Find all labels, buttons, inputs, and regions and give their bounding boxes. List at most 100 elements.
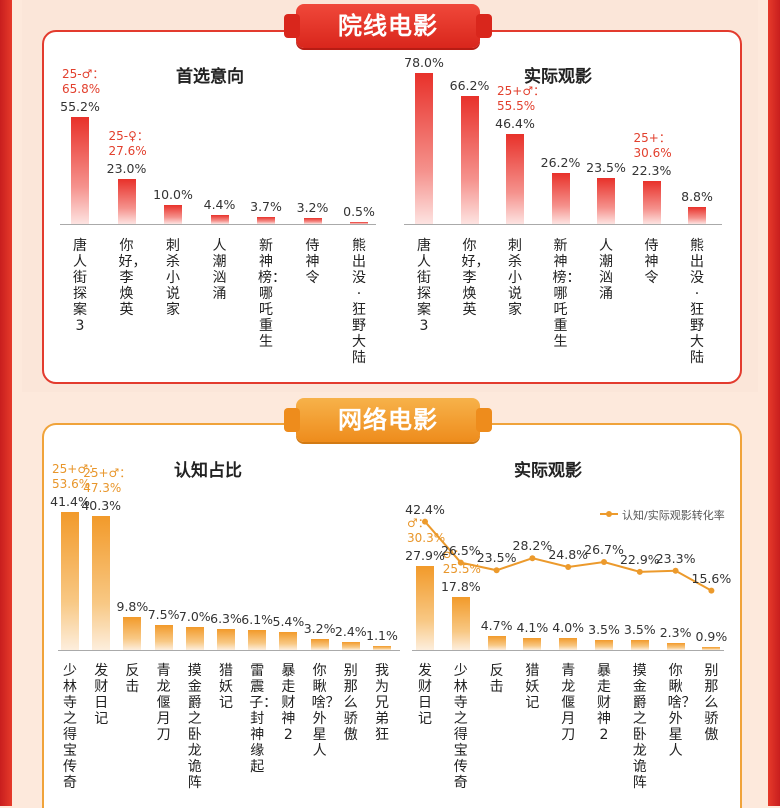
section-title: 网络电影 [338, 406, 438, 434]
line-point [422, 518, 428, 525]
data-label: 3.5% [623, 621, 656, 637]
category-label: 唐人街探案3 [73, 238, 87, 334]
data-label: 3.5% [588, 621, 620, 637]
data-label: 10.0% [153, 186, 193, 202]
line-point [493, 567, 500, 574]
category-label: 发财日记 [94, 663, 109, 727]
category-label: 刺杀小说家 [508, 238, 522, 318]
online-panel [42, 423, 742, 808]
category-label: 青龙偃月刀 [561, 663, 576, 743]
annotation-line: 25+♂： [83, 465, 132, 480]
bar [248, 629, 267, 650]
bar [350, 222, 368, 224]
chart-baseline [60, 224, 376, 225]
section-banner-theatrical: 院线电影 [284, 4, 492, 48]
bar [416, 566, 434, 650]
annotation-line: 25-♂： [62, 67, 105, 82]
line-point [565, 563, 572, 570]
bar [123, 617, 142, 650]
data-label: 3.2% [303, 621, 336, 637]
data-label: 55.2% [60, 99, 100, 115]
banner-ear [476, 14, 492, 38]
bar [71, 117, 89, 224]
data-label: 8.8% [681, 188, 713, 204]
category-label: 猎妖记 [219, 663, 233, 711]
category-label: 侍神令 [644, 238, 659, 286]
legend-swatch-dot [606, 511, 612, 517]
category-label: 摸金爵之卧龙诡阵 [187, 663, 202, 791]
bar [702, 647, 721, 650]
line-data-label: 22.9% [619, 551, 660, 567]
line-point [457, 559, 464, 566]
category-label: 摸金爵之卧龙诡阵 [632, 663, 647, 791]
data-label: 6.3% [210, 611, 242, 626]
data-label: 4.0% [552, 620, 585, 635]
data-label: 1.1% [366, 628, 398, 644]
category-label: 青龙偃月刀 [156, 663, 171, 743]
section-title: 院线电影 [338, 12, 438, 40]
category-label: 人潮汹涌 [599, 238, 613, 302]
annotation-line: 25+： [633, 130, 671, 145]
annotation-line: 27.6% [108, 144, 147, 159]
bar [523, 637, 542, 650]
data-label: 66.2% [449, 77, 490, 93]
category-label: 侍神令 [305, 238, 320, 286]
category-label: 唐人街探案3 [417, 238, 431, 334]
category-label: 猎妖记 [525, 663, 540, 711]
line-point [529, 555, 536, 562]
chart-baseline [58, 650, 400, 651]
legend-label: 认知/实际观影转化率 [622, 509, 725, 522]
chart-title: 认知占比 [174, 461, 242, 481]
category-label: 反击 [125, 663, 140, 695]
data-label: 17.8% [440, 578, 481, 594]
bar [117, 179, 136, 224]
data-label: 9.8% [116, 599, 149, 615]
annotation-line: 25+♂： [52, 462, 101, 476]
chart-title: 实际观影 [524, 67, 592, 87]
category-label: 少林寺之得宝传奇 [453, 663, 468, 791]
bar [92, 515, 111, 650]
chart-baseline [412, 650, 724, 651]
data-label: 2.4% [334, 624, 367, 639]
line-point [601, 559, 607, 566]
line-data-label: 15.6% [691, 570, 732, 586]
data-label: 3.2% [296, 199, 329, 215]
category-label: 发财日记 [418, 663, 432, 727]
annotation-line: 65.8% [62, 82, 101, 97]
annotation-line: 53.6% [52, 477, 91, 491]
annotation-line: 25+♂： [497, 84, 546, 99]
data-label: 4.7% [480, 617, 513, 633]
bar [595, 639, 613, 650]
annotation: 25-♀： 27.6% [109, 129, 149, 159]
data-label: 2.3% [659, 625, 692, 641]
bar [551, 173, 570, 224]
bar [217, 629, 235, 650]
category-label: 反击 [489, 663, 504, 695]
bar [185, 626, 204, 650]
chart-title: 实际观影 [514, 461, 582, 481]
banner-ear [284, 408, 300, 432]
line-data-label: 42.4% [405, 501, 445, 517]
line-data-label: 26.7% [584, 542, 624, 558]
annotation: 25+♂： 47.3% [83, 466, 131, 496]
banner-ear [284, 14, 300, 38]
bar [373, 646, 391, 650]
data-label: 22.3% [631, 162, 672, 178]
annotation-line: 55.5% [497, 99, 536, 114]
line-data-label: 23.3% [655, 550, 696, 566]
category-label: 我为兄弟狂 [375, 663, 389, 743]
data-label: 7.5% [147, 607, 180, 622]
data-label: 23.0% [106, 161, 147, 177]
category-label: 刺杀小说家 [166, 238, 180, 318]
section-banner-online: 网络电影 [284, 398, 492, 442]
bar [164, 204, 182, 224]
data-label: 4.4% [203, 197, 236, 213]
bar [487, 635, 506, 650]
line-data-label: 23.5% [476, 550, 517, 566]
bar [630, 639, 649, 650]
bar [460, 95, 479, 224]
data-label: 3.7% [250, 198, 282, 214]
data-label: 4.1% [516, 619, 549, 635]
annotation: 25+： 30.6% [634, 131, 672, 161]
category-label: 别那么骄傲 [704, 663, 719, 743]
